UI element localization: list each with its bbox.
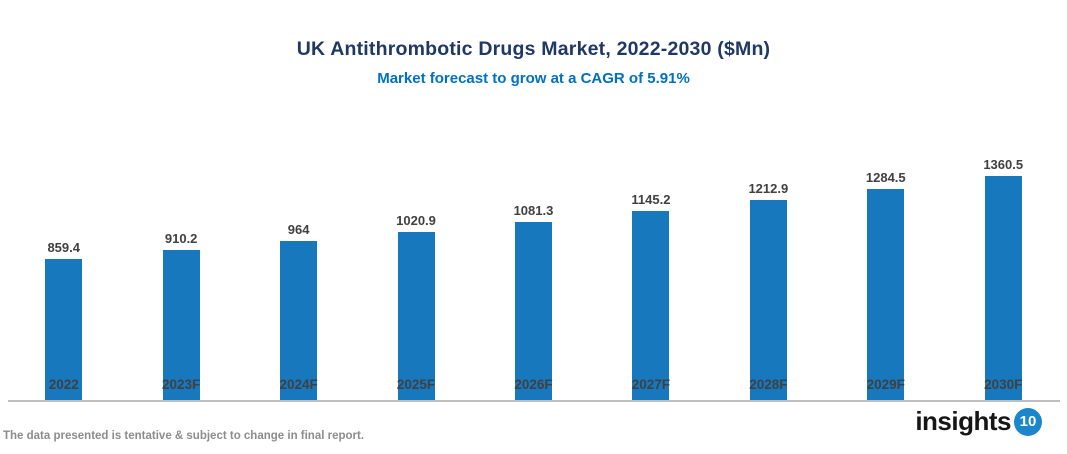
bar-2023F: [162, 250, 200, 400]
x-tick-2022: 2022: [48, 377, 79, 392]
bar-2026F: [514, 222, 552, 400]
bar-column-2026F: 1081.3: [475, 120, 592, 400]
bar-value-label: 1145.2: [631, 192, 671, 208]
bar-column-2023F: 910.2: [122, 120, 239, 400]
bar-2030F: [984, 176, 1022, 400]
x-axis-line: [8, 400, 1060, 402]
bar-value-label: 1081.3: [513, 203, 554, 218]
x-tick-2027F: 2027F: [631, 377, 671, 392]
bar-value-label: 1212.9: [748, 181, 789, 197]
chart-title: UK Antithrombotic Drugs Market, 2022-203…: [296, 38, 771, 60]
insights10-logo: insights 10: [915, 406, 1042, 437]
bar-value-label: 1020.9: [396, 212, 436, 228]
bar-column-2022: 859.4: [5, 120, 122, 400]
bar-column-2024F: 964: [240, 120, 357, 400]
x-tick-2024F: 2024F: [279, 377, 318, 392]
x-tick-2023F: 2023F: [162, 377, 201, 392]
x-tick-2028F: 2028F: [749, 377, 788, 392]
logo-circle: 10: [1014, 407, 1042, 436]
x-tick-2029F: 2029F: [866, 377, 905, 392]
bar-2029F: [867, 188, 905, 400]
bar-2027F: [632, 211, 670, 400]
logo-text: insights: [915, 406, 1011, 436]
bar-2028F: [749, 200, 787, 400]
x-tick-2030F: 2030F: [984, 377, 1023, 392]
bar-2025F: [397, 231, 435, 400]
bar-chart: 859.4 910.2 964 1020.9 1081.3 1145.2 1212.9 128…: [0, 120, 1067, 420]
bar-2022: [45, 258, 83, 400]
x-axis-labels: 2022 2023F 2024F 2025F 2026F 2027F 2028F 2029F 2…: [5, 377, 1062, 392]
bar-value-label: 1360.5: [983, 157, 1024, 172]
x-tick-2026F: 2026F: [514, 377, 553, 392]
bar-column-2029F: 1284.5: [827, 120, 944, 400]
x-tick-2025F: 2025F: [396, 377, 436, 392]
chart-subtitle: Market forecast to grow at a CAGR of 5.9…: [377, 70, 690, 87]
bar-column-2025F: 1020.9: [357, 120, 474, 400]
bar-column-2027F: 1145.2: [592, 120, 709, 400]
bar-value-label: 1284.5: [865, 169, 906, 185]
bar-value-label: 964: [287, 222, 310, 238]
footnote: The data presented is tentative & subjec…: [3, 430, 365, 442]
bar-2024F: [280, 241, 318, 400]
bar-column-2030F: 1360.5: [945, 120, 1062, 400]
bar-value-label: 910.2: [164, 231, 198, 247]
bar-column-2028F: 1212.9: [710, 120, 827, 400]
plot-area: 859.4 910.2 964 1020.9 1081.3 1145.2 1212.9 128…: [5, 120, 1062, 400]
bar-value-label: 859.4: [47, 239, 80, 255]
